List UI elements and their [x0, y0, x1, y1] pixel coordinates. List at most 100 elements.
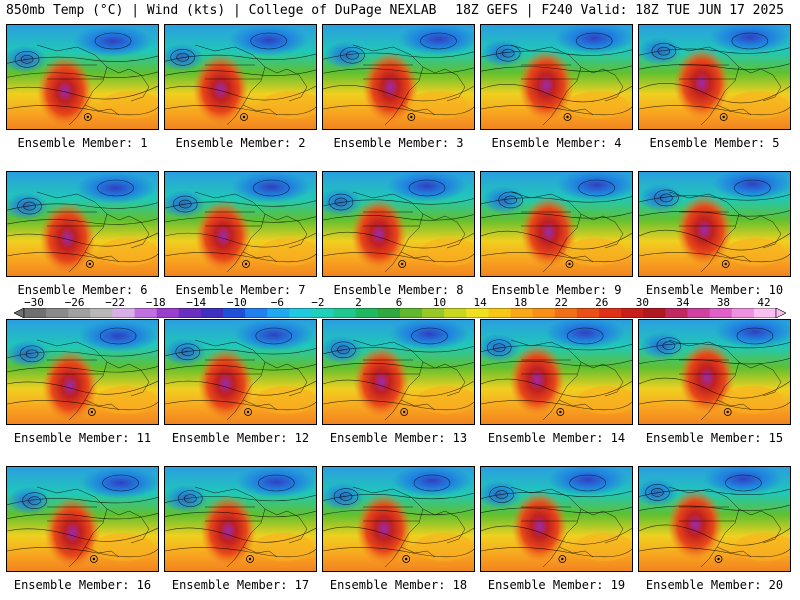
colorbar-swatch — [422, 308, 445, 318]
colorbar-swatch — [731, 308, 755, 318]
colorbar-tick-label: 30 — [635, 296, 649, 309]
ensemble-member-label: Ensemble Member: 11 — [13, 431, 152, 445]
colorbar-tick-labels: −30 −26 −22 −18 −14 −10 −6 −2 2 6 10 14 18 22 26 30 34 38… — [0, 296, 800, 309]
ensemble-member-label: Ensemble Member: 9 — [491, 283, 622, 297]
temperature-map — [639, 467, 790, 571]
colorbar-tick-label: −18 — [145, 296, 166, 309]
temperature-map — [481, 467, 632, 571]
ensemble-map-panel — [638, 319, 791, 425]
ensemble-map-panel — [6, 466, 159, 572]
colorbar-swatch — [665, 308, 688, 318]
colorbar-swatch — [24, 308, 47, 318]
colorbar-swatch — [245, 308, 268, 318]
colorbar-swatch — [333, 308, 357, 318]
colorbar-swatch — [510, 308, 534, 318]
temperature-map — [639, 25, 790, 129]
colorbar-tick-label: 22 — [554, 296, 568, 309]
temperature-map — [165, 25, 316, 129]
colorbar-tick-label: −2 — [311, 296, 325, 309]
colorbar-high-arrow — [775, 308, 786, 318]
temperature-map — [323, 320, 474, 424]
colorbar-swatch — [466, 308, 489, 318]
colorbar-swatch — [156, 308, 180, 318]
colorbar-swatch — [576, 308, 600, 318]
colorbar-swatch — [90, 308, 113, 318]
temperature-map — [7, 25, 158, 129]
colorbar-tick-label: 18 — [514, 296, 528, 309]
colorbar-tick-label: 10 — [432, 296, 447, 309]
ensemble-member-label: Ensemble Member: 13 — [329, 431, 468, 445]
ensemble-map-panel — [638, 466, 791, 572]
colorbar-tick-label: −26 — [64, 296, 85, 309]
colorbar-tick-label: −6 — [270, 296, 284, 309]
ensemble-member-label: Ensemble Member: 8 — [333, 283, 464, 297]
ensemble-member-label: Ensemble Member: 10 — [645, 283, 784, 297]
ensemble-member-label: Ensemble Member: 18 — [329, 578, 468, 592]
map-title: 850mb Temp (°C) | Wind (kts) | College o… — [6, 3, 437, 18]
ensemble-member-label: Ensemble Member: 4 — [491, 136, 622, 150]
temperature-map — [481, 172, 632, 276]
ensemble-member-label: Ensemble Member: 19 — [487, 578, 626, 592]
colorbar-swatch — [532, 308, 556, 318]
colorbar-swatch — [621, 308, 644, 318]
colorbar-tick-label: 26 — [595, 296, 609, 309]
colorbar-swatch — [643, 308, 666, 318]
temperature-map — [7, 172, 158, 276]
colorbar-swatch — [687, 308, 711, 318]
ensemble-member-label: Ensemble Member: 5 — [649, 136, 780, 150]
ensemble-map-panel — [322, 24, 475, 130]
ensemble-member-label: Ensemble Member: 2 — [175, 136, 306, 150]
colorbar-tick-label: 2 — [355, 296, 362, 309]
colorbar-swatch — [112, 308, 135, 318]
temperature-map — [323, 172, 474, 276]
colorbar-tick-label: −22 — [105, 296, 126, 309]
colorbar-swatch — [178, 308, 202, 318]
temperature-map — [323, 467, 474, 571]
colorbar-swatch — [311, 308, 335, 318]
colorbar-swatch — [267, 308, 290, 318]
temperature-map — [481, 320, 632, 424]
ensemble-member-label: Ensemble Member: 12 — [171, 431, 310, 445]
colorbar-swatch — [68, 308, 91, 318]
temperature-map — [165, 172, 316, 276]
run-info: 18Z GEFS | F240 Valid: 18Z TUE JUN 17 20… — [455, 3, 784, 18]
ensemble-member-label: Ensemble Member: 7 — [175, 283, 306, 297]
colorbar-swatch — [599, 308, 622, 318]
ensemble-map-panel — [164, 171, 317, 277]
colorbar-swatch — [554, 308, 578, 318]
ensemble-map-panel — [6, 171, 159, 277]
colorbar-swatch — [488, 308, 511, 318]
temperature-map — [165, 320, 316, 424]
temperature-map — [639, 172, 790, 276]
ensemble-member-label: Ensemble Member: 17 — [171, 578, 310, 592]
temperature-map — [481, 25, 632, 129]
ensemble-map-panel — [480, 171, 633, 277]
ensemble-map-panel — [322, 319, 475, 425]
colorbar-tick-label: 14 — [473, 296, 487, 309]
ensemble-map-panel — [480, 319, 633, 425]
ensemble-member-label: Ensemble Member: 15 — [645, 431, 784, 445]
colorbar-swatch — [289, 308, 312, 318]
ensemble-map-panel — [480, 466, 633, 572]
colorbar-tick-label: 6 — [395, 296, 403, 309]
ensemble-map-panel — [6, 319, 159, 425]
ensemble-map-panel — [638, 171, 791, 277]
ensemble-member-label: Ensemble Member: 14 — [487, 431, 626, 445]
colorbar-swatch — [400, 308, 423, 318]
ensemble-map-panel — [638, 24, 791, 130]
ensemble-map-panel — [164, 319, 317, 425]
temperature-map — [7, 467, 158, 571]
ensemble-member-label: Ensemble Member: 1 — [17, 136, 148, 150]
colorbar-tick-label: −14 — [186, 296, 207, 309]
ensemble-map-panel — [480, 24, 633, 130]
ensemble-map-panel — [322, 466, 475, 572]
temperature-colorbar — [14, 308, 786, 318]
ensemble-map-panel — [322, 171, 475, 277]
colorbar-tick-label: −30 — [24, 296, 44, 309]
temperature-map — [7, 320, 158, 424]
colorbar-swatch — [223, 308, 246, 318]
colorbar-tick-label: 38 — [716, 296, 731, 309]
temperature-map — [323, 25, 474, 129]
colorbar-low-arrow — [14, 308, 25, 318]
colorbar-swatch — [355, 308, 379, 318]
